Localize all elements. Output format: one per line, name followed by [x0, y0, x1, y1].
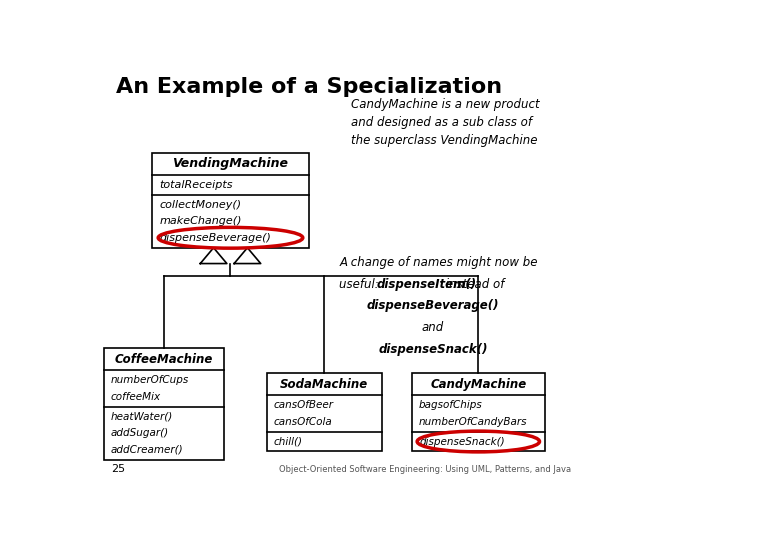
Text: 25: 25 [112, 464, 126, 474]
Text: collectMoney(): collectMoney() [159, 199, 241, 210]
Text: cansOfCola: cansOfCola [274, 416, 333, 427]
Text: heatWater(): heatWater() [111, 411, 173, 422]
Text: An Example of a Specialization: An Example of a Specialization [115, 77, 502, 97]
Text: cansOfBeer: cansOfBeer [274, 400, 334, 410]
Text: coffeeMix: coffeeMix [111, 392, 161, 402]
Text: instead of: instead of [442, 278, 505, 291]
Text: totalReceipts: totalReceipts [159, 180, 232, 190]
Text: and: and [422, 321, 444, 334]
Text: addCreamer(): addCreamer() [111, 445, 183, 455]
Text: dispenseBeverage(): dispenseBeverage() [159, 233, 271, 243]
Text: useful:: useful: [339, 278, 383, 291]
Text: makeChange(): makeChange() [159, 216, 242, 226]
Text: CandyMachine is a new product
and designed as a sub class of
the superclass Vend: CandyMachine is a new product and design… [351, 98, 540, 147]
Text: A change of names might now be: A change of names might now be [339, 256, 537, 269]
Text: VendingMachine: VendingMachine [172, 157, 289, 170]
Text: dispenseItem(): dispenseItem() [377, 278, 477, 291]
Text: numberOfCups: numberOfCups [111, 375, 189, 385]
Text: chill(): chill() [274, 436, 303, 447]
FancyBboxPatch shape [152, 153, 309, 248]
FancyBboxPatch shape [412, 373, 544, 451]
Text: bagsofChips: bagsofChips [419, 400, 483, 410]
Text: addSugar(): addSugar() [111, 428, 169, 438]
Text: SodaMachine: SodaMachine [280, 377, 368, 390]
Text: numberOfCandyBars: numberOfCandyBars [419, 416, 527, 427]
FancyBboxPatch shape [104, 348, 225, 460]
Text: dispenseSnack(): dispenseSnack() [419, 436, 505, 447]
Text: Object-Oriented Software Engineering: Using UML, Patterns, and Java: Object-Oriented Software Engineering: Us… [279, 465, 571, 474]
Text: dispenseSnack(): dispenseSnack() [378, 342, 488, 355]
Text: dispenseBeverage(): dispenseBeverage() [367, 299, 499, 312]
Text: CandyMachine: CandyMachine [431, 377, 526, 390]
FancyBboxPatch shape [267, 373, 381, 451]
Text: CoffeeMachine: CoffeeMachine [115, 353, 213, 366]
